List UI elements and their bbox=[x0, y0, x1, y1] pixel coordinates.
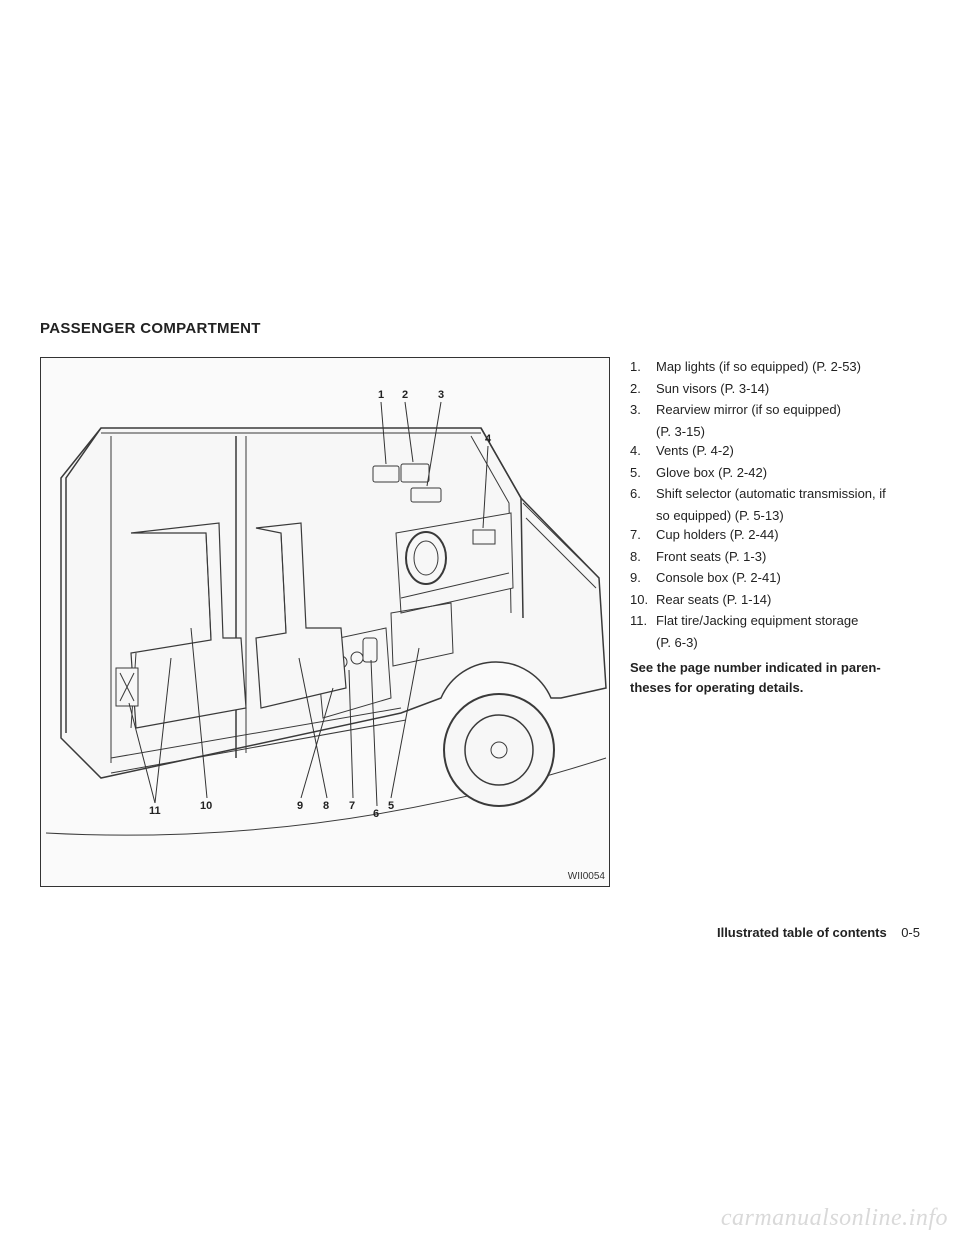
watermark: carmanualsonline.info bbox=[721, 1205, 948, 1232]
callout-3: 3 bbox=[438, 389, 444, 401]
legend-sub: so equipped) (P. 5-13) bbox=[656, 506, 920, 526]
legend-num: 1. bbox=[630, 357, 656, 377]
legend: 1.Map lights (if so equipped) (P. 2-53) … bbox=[630, 357, 920, 887]
footer-label: Illustrated table of contents bbox=[717, 925, 887, 940]
legend-item: 11.Flat tire/Jacking equipment storage bbox=[630, 611, 920, 631]
legend-text: Map lights (if so equipped) (P. 2-53) bbox=[656, 357, 861, 377]
legend-num: 8. bbox=[630, 547, 656, 567]
callout-7: 7 bbox=[349, 800, 355, 812]
callout-10: 10 bbox=[200, 800, 212, 812]
content-row: 1 2 3 4 5 6 7 8 9 10 11 WII0054 1.Map li… bbox=[40, 357, 920, 887]
legend-num: 10. bbox=[630, 590, 656, 610]
legend-num: 9. bbox=[630, 568, 656, 588]
footer-page: 0-5 bbox=[901, 925, 920, 940]
section-title: PASSENGER COMPARTMENT bbox=[40, 320, 920, 337]
callout-8: 8 bbox=[323, 800, 329, 812]
legend-num: 3. bbox=[630, 400, 656, 420]
legend-item: 8.Front seats (P. 1-3) bbox=[630, 547, 920, 567]
legend-text: Flat tire/Jacking equipment storage bbox=[656, 611, 858, 631]
legend-num: 4. bbox=[630, 441, 656, 461]
legend-item: 3.Rearview mirror (if so equipped) bbox=[630, 400, 920, 420]
legend-text: Cup holders (P. 2-44) bbox=[656, 525, 779, 545]
legend-item: 10.Rear seats (P. 1-14) bbox=[630, 590, 920, 610]
legend-item: 7.Cup holders (P. 2-44) bbox=[630, 525, 920, 545]
legend-text: Front seats (P. 1-3) bbox=[656, 547, 766, 567]
legend-item: 2.Sun visors (P. 3-14) bbox=[630, 379, 920, 399]
legend-item: 4.Vents (P. 4-2) bbox=[630, 441, 920, 461]
legend-sub: (P. 6-3) bbox=[656, 633, 920, 653]
legend-item: 5.Glove box (P. 2-42) bbox=[630, 463, 920, 483]
diagram-box: 1 2 3 4 5 6 7 8 9 10 11 WII0054 bbox=[40, 357, 610, 887]
callout-4: 4 bbox=[485, 433, 491, 445]
callout-9: 9 bbox=[297, 800, 303, 812]
legend-text: Rearview mirror (if so equipped) bbox=[656, 400, 841, 420]
legend-num: 7. bbox=[630, 525, 656, 545]
legend-text: Sun visors (P. 3-14) bbox=[656, 379, 769, 399]
legend-num: 5. bbox=[630, 463, 656, 483]
legend-sub: (P. 3-15) bbox=[656, 422, 920, 442]
legend-text: Console box (P. 2-41) bbox=[656, 568, 781, 588]
callout-1: 1 bbox=[378, 389, 384, 401]
legend-text: Shift selector (automatic transmission, … bbox=[656, 484, 886, 504]
legend-note: See the page number indicated in paren-t… bbox=[630, 658, 920, 697]
legend-num: 6. bbox=[630, 484, 656, 504]
callout-5: 5 bbox=[388, 800, 394, 812]
legend-num: 11. bbox=[630, 611, 656, 631]
legend-num: 2. bbox=[630, 379, 656, 399]
legend-text: Glove box (P. 2-42) bbox=[656, 463, 767, 483]
legend-text: Rear seats (P. 1-14) bbox=[656, 590, 771, 610]
legend-item: 1.Map lights (if so equipped) (P. 2-53) bbox=[630, 357, 920, 377]
diagram-code: WII0054 bbox=[568, 871, 605, 882]
legend-item: 9.Console box (P. 2-41) bbox=[630, 568, 920, 588]
legend-item: 6.Shift selector (automatic transmission… bbox=[630, 484, 920, 504]
legend-list: 1.Map lights (if so equipped) (P. 2-53) … bbox=[630, 357, 920, 652]
callout-2: 2 bbox=[402, 389, 408, 401]
callout-6: 6 bbox=[373, 808, 379, 820]
page-footer: Illustrated table of contents 0-5 bbox=[717, 925, 920, 940]
callout-11: 11 bbox=[149, 805, 161, 817]
legend-text: Vents (P. 4-2) bbox=[656, 441, 734, 461]
